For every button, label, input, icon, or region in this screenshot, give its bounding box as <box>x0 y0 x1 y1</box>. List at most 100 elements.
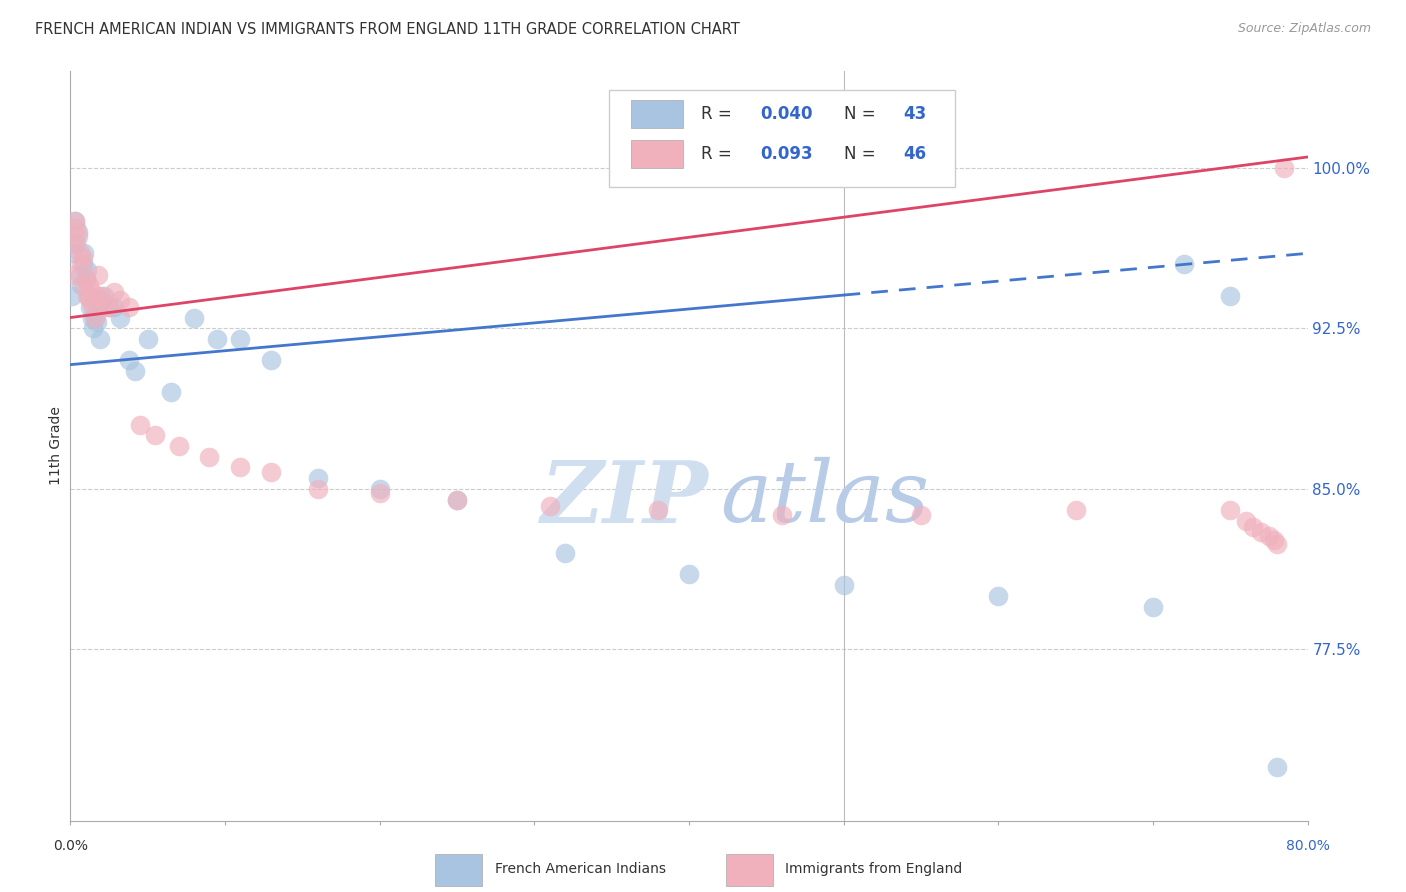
Point <box>770 508 793 522</box>
Text: Source: ZipAtlas.com: Source: ZipAtlas.com <box>1237 22 1371 36</box>
Text: R =: R = <box>702 105 737 123</box>
Text: 0.0%: 0.0% <box>53 839 87 854</box>
Text: 80.0%: 80.0% <box>1285 839 1330 854</box>
Point <box>84 310 107 325</box>
Text: N =: N = <box>844 145 880 162</box>
Point <box>160 385 183 400</box>
Point <box>368 482 391 496</box>
Point <box>60 289 83 303</box>
Point <box>80 285 103 299</box>
Point <box>98 300 120 314</box>
Point <box>118 300 141 314</box>
Point <box>198 450 221 464</box>
Point <box>77 289 100 303</box>
Point <box>72 257 94 271</box>
Bar <box>436 855 482 886</box>
Text: atlas: atlas <box>720 457 929 540</box>
Point <box>1243 520 1265 534</box>
Point <box>118 353 141 368</box>
Point <box>124 364 146 378</box>
Point <box>90 293 112 308</box>
Point <box>554 546 576 560</box>
Point <box>307 471 329 485</box>
Point <box>910 508 932 522</box>
Point <box>75 272 97 286</box>
Text: 0.040: 0.040 <box>761 105 813 123</box>
Point <box>446 492 468 507</box>
Point <box>65 235 87 250</box>
Point <box>103 285 125 299</box>
Text: French American Indians: French American Indians <box>495 863 665 876</box>
Point <box>1219 289 1241 303</box>
Point <box>77 278 100 293</box>
Text: 43: 43 <box>903 105 927 123</box>
Point <box>129 417 152 432</box>
Point <box>86 289 108 303</box>
Point <box>75 272 97 286</box>
Point <box>93 289 115 303</box>
Point <box>167 439 190 453</box>
Point <box>79 300 101 314</box>
Point <box>76 263 98 277</box>
Point <box>368 486 391 500</box>
Point <box>987 589 1010 603</box>
Point <box>1142 599 1164 614</box>
Point <box>82 300 105 314</box>
Point <box>647 503 669 517</box>
Y-axis label: 11th Grade: 11th Grade <box>49 407 63 485</box>
Point <box>307 482 329 496</box>
FancyBboxPatch shape <box>609 90 955 187</box>
Point <box>63 214 86 228</box>
Point <box>538 499 561 513</box>
Point <box>1263 533 1285 548</box>
Point <box>82 321 105 335</box>
Point <box>1265 537 1288 551</box>
Point <box>60 268 83 282</box>
Point <box>90 289 112 303</box>
Point <box>1173 257 1195 271</box>
Point <box>70 257 93 271</box>
Point <box>70 278 93 293</box>
Text: Immigrants from England: Immigrants from England <box>786 863 963 876</box>
Point <box>108 293 131 308</box>
Point <box>678 567 700 582</box>
Bar <box>725 855 773 886</box>
Point <box>80 310 103 325</box>
Point <box>62 235 84 250</box>
Point <box>1234 514 1257 528</box>
Point <box>446 492 468 507</box>
Point <box>69 268 91 282</box>
Point <box>832 578 855 592</box>
Point <box>73 278 96 293</box>
Text: 0.093: 0.093 <box>761 145 813 162</box>
Point <box>72 251 94 265</box>
Point <box>73 246 96 260</box>
Point <box>1064 503 1087 517</box>
Point <box>260 353 283 368</box>
Text: FRENCH AMERICAN INDIAN VS IMMIGRANTS FROM ENGLAND 11TH GRADE CORRELATION CHART: FRENCH AMERICAN INDIAN VS IMMIGRANTS FRO… <box>35 22 740 37</box>
Point <box>76 289 98 303</box>
Point <box>183 310 205 325</box>
Text: ZIP: ZIP <box>540 457 709 541</box>
Point <box>229 460 252 475</box>
Point <box>87 268 110 282</box>
Point <box>229 332 252 346</box>
Point <box>86 315 108 329</box>
Point <box>89 332 111 346</box>
Text: 46: 46 <box>903 145 927 162</box>
Point <box>1250 524 1272 539</box>
Point <box>103 300 125 314</box>
Point <box>67 225 90 239</box>
Point <box>84 310 107 325</box>
Point <box>1274 161 1296 175</box>
Point <box>145 428 166 442</box>
Point <box>136 332 159 346</box>
Point <box>108 310 131 325</box>
Point <box>93 300 115 314</box>
Bar <box>631 100 683 128</box>
Point <box>69 246 91 260</box>
Point <box>1258 529 1281 543</box>
Point <box>65 220 87 235</box>
Bar <box>631 139 683 168</box>
Text: R =: R = <box>702 145 737 162</box>
